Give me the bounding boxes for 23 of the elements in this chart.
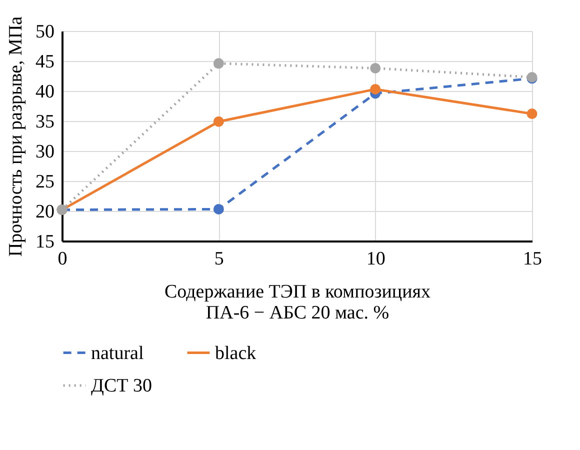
legend-label: ДСТ 30 <box>91 376 152 396</box>
point <box>213 204 224 214</box>
x-axis-title: Содержание ТЭП в композициях ПА-6 − АБС 20 мас. % <box>164 282 431 324</box>
point <box>213 58 224 69</box>
x-tick-label: 0 <box>58 248 68 270</box>
y-tick-label: 45 <box>36 52 54 72</box>
point <box>370 62 381 74</box>
point <box>370 84 381 94</box>
y-tick-label: 20 <box>36 202 54 222</box>
legend-label: black <box>215 342 257 364</box>
y-tick-label: 50 <box>36 22 54 42</box>
legend-label: natural <box>91 342 144 364</box>
point <box>526 108 538 120</box>
y-tick-label: 35 <box>36 112 54 132</box>
x-tick-label: 10 <box>366 248 386 270</box>
y-tick-label: 25 <box>36 172 54 192</box>
x-tick-label: 5 <box>214 248 224 270</box>
x-tick-label: 15 <box>523 248 542 270</box>
y-tick-label: 40 <box>36 82 54 102</box>
point <box>213 116 224 127</box>
y-tick-label: 30 <box>36 142 54 162</box>
y-axis-title: Прочность при разрыве, МПа <box>6 16 26 257</box>
y-tick-label: 15 <box>36 232 54 252</box>
